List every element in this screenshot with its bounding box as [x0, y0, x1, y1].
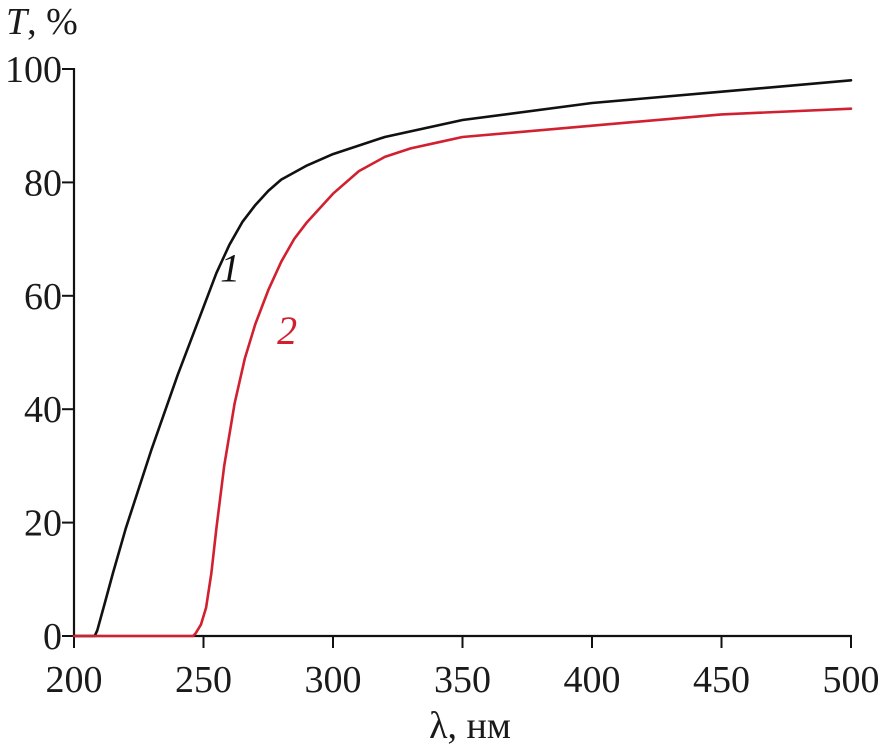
- series-group: [72, 79, 853, 638]
- x-tick-label: 350: [434, 659, 491, 701]
- y-tick-label: 40: [24, 389, 62, 431]
- curve-label-1: 1: [220, 245, 240, 290]
- x-tick-label: 450: [693, 659, 750, 701]
- y-tick-label: 0: [43, 616, 62, 658]
- series-line-2: [72, 107, 853, 638]
- y-tick-label: 100: [5, 49, 62, 91]
- axes: [72, 68, 852, 638]
- y-axis-ticks: 0 20 40 60 80 100: [5, 49, 74, 658]
- series-line-1: [72, 79, 853, 638]
- x-axis-ticks: 200 250 300 350 400 450 500: [46, 636, 880, 701]
- y-tick-label: 20: [24, 503, 62, 545]
- curve-annotations: 12: [220, 245, 297, 352]
- curve-label-2: 2: [277, 308, 297, 353]
- x-tick-label: 200: [46, 659, 103, 701]
- x-axis-title: λ, нм: [429, 705, 511, 747]
- x-tick-label: 300: [305, 659, 362, 701]
- y-tick-label: 60: [24, 276, 62, 318]
- x-tick-label: 400: [564, 659, 621, 701]
- x-tick-label: 250: [175, 659, 232, 701]
- y-tick-label: 80: [24, 162, 62, 204]
- y-axis-title: T, %: [6, 1, 78, 43]
- x-tick-label: 500: [823, 659, 880, 701]
